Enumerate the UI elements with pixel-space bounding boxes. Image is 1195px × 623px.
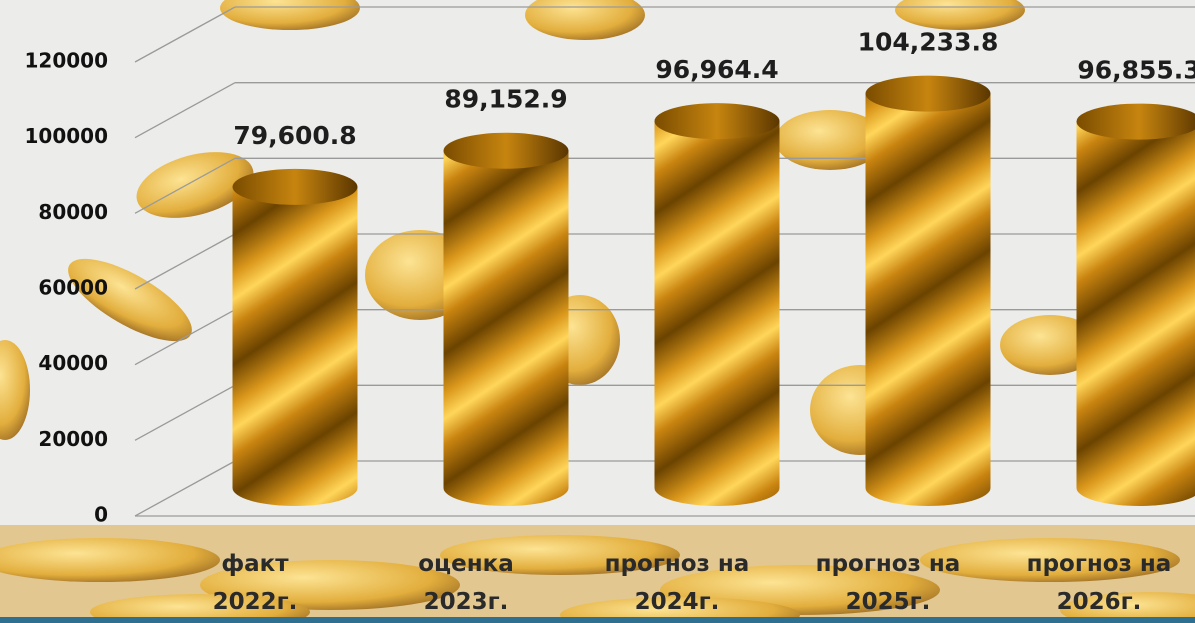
- bar-top: [654, 103, 780, 140]
- grid-line-side: [134, 460, 236, 517]
- bar-bottom: [232, 470, 358, 506]
- grid-line-side: [134, 6, 236, 63]
- bar-body: [865, 93, 991, 488]
- y-tick-label: 80000: [38, 200, 108, 224]
- bar: [232, 168, 358, 506]
- value-label: 79,600.8: [233, 121, 356, 150]
- value-label: 89,152.9: [444, 85, 567, 114]
- value-label: 96,855.3: [1077, 56, 1195, 85]
- bar: [1076, 103, 1195, 506]
- bar-top: [443, 132, 569, 169]
- bar-bottom: [654, 470, 780, 506]
- bar: [865, 75, 991, 506]
- bar-top: [1076, 103, 1195, 140]
- grid-line-side: [134, 82, 236, 139]
- bar-body: [654, 121, 780, 488]
- bar-bottom: [443, 470, 569, 506]
- grid-line-side: [134, 157, 236, 214]
- value-label: 96,964.4: [655, 55, 778, 84]
- grid-line-side: [134, 384, 236, 441]
- bar: [443, 132, 569, 506]
- x-tick-label: прогноз на 2024г.: [604, 551, 750, 615]
- grid-line-side: [134, 233, 236, 290]
- bar-bottom: [865, 470, 991, 506]
- bar-bottom: [1076, 470, 1195, 506]
- y-tick-label: 120000: [25, 49, 109, 73]
- grid-line-side: [134, 309, 236, 366]
- y-tick-label: 0: [94, 503, 108, 527]
- y-tick-label: 20000: [38, 427, 108, 451]
- bar-top: [865, 75, 991, 112]
- bottom-border: [0, 617, 1195, 623]
- y-tick-label: 100000: [25, 124, 109, 148]
- x-tick-label: прогноз на 2025г.: [815, 551, 961, 615]
- x-tick-label: факт 2022г.: [212, 551, 298, 615]
- bar: [654, 103, 780, 506]
- x-tick-label: прогноз на 2026г.: [1026, 551, 1172, 615]
- y-tick-label: 40000: [38, 351, 108, 375]
- bar-body: [443, 150, 569, 488]
- y-tick-label: 60000: [38, 276, 108, 300]
- value-label: 104,233.8: [858, 28, 999, 57]
- bar-body: [1076, 121, 1195, 488]
- x-tick-label: оценка 2023г.: [418, 551, 514, 615]
- bar-top: [232, 168, 358, 205]
- bar-body: [232, 186, 358, 489]
